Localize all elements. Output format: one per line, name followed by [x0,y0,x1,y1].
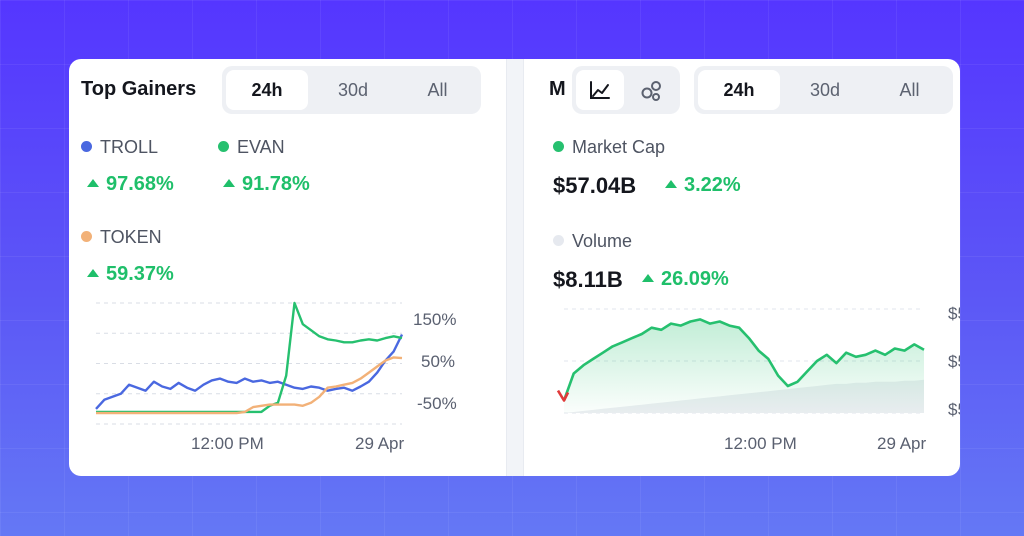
market-cap-area [564,319,924,413]
market-title-clipped: M [549,78,566,100]
y-tick-neg50: -50% [417,394,457,413]
left-tab-all[interactable]: All [427,80,448,100]
series-troll-line [95,333,404,410]
legend-token[interactable]: TOKEN [81,227,162,248]
top-gainers-title: Top Gainers [81,78,197,100]
y-tick-56b: $56B [948,352,960,371]
bubbles-icon [641,81,661,101]
troll-gain: 97.68% [87,173,174,196]
volume-value: $8.11B [553,267,623,292]
volume-dot [553,235,564,246]
x-tick-29apr: 29 Apr [355,434,404,453]
bubble-chart-button[interactable] [628,70,676,110]
series-token-line [96,356,403,415]
y-tick-50: 50% [421,352,455,371]
market-cap-line [562,318,925,401]
x-tick-noon: 12:00 PM [191,434,264,453]
left-timeframe-toggle: 24h 30d All [222,66,481,114]
chart-view-toggle [572,66,680,114]
up-arrow-icon [87,179,99,187]
left-tab-24h[interactable]: 24h [226,70,308,110]
legend-market-cap[interactable]: Market Cap [553,137,665,158]
evan-gain: 91.78% [223,173,310,196]
market-cap-change: 3.22% [665,174,741,197]
right-tab-24h[interactable]: 24h [698,70,780,110]
token-dot [81,231,92,242]
up-arrow-icon [87,269,99,277]
volume-change: 26.09% [642,268,729,291]
x-tick-29apr: 29 Apr [877,434,926,453]
top-gainers-chart: 150% 50% -50% 12:00 PM 29 Apr [95,301,457,453]
token-gain-value: 59.37% [106,263,174,285]
market-cap-chart: $59B $56B $54B 12:00 PM 29 Apr [556,304,960,453]
market-cap-label: Market Cap [572,137,666,157]
market-cap-red-segment [556,389,570,402]
right-timeframe-toggle: 24h 30d All [694,66,953,114]
series-evan-line [96,301,403,414]
line-chart-button[interactable] [576,70,624,110]
evan-dot [218,141,229,152]
y-tick-59b: $59B [948,304,960,323]
x-tick-noon: 12:00 PM [724,434,797,453]
panel-divider [506,59,524,476]
troll-gain-value: 97.68% [106,173,174,195]
dashboard-card: Top Gainers 24h 30d All TROLL 97.68% EVA… [69,59,960,476]
legend-troll-label: TROLL [100,137,159,157]
volume-label: Volume [572,231,633,251]
troll-dot [81,141,92,152]
legend-volume[interactable]: Volume [553,231,632,252]
right-tab-30d[interactable]: 30d [809,80,841,100]
up-arrow-icon [223,179,235,187]
market-cap-value: $57.04B [553,173,637,198]
market-cap-dot [553,141,564,152]
up-arrow-icon [642,274,654,282]
y-tick-150: 150% [413,310,456,329]
legend-evan[interactable]: EVAN [218,137,285,158]
legend-evan-label: EVAN [237,137,285,157]
legend-troll[interactable]: TROLL [81,137,158,158]
right-tab-all[interactable]: All [899,80,920,100]
legend-token-label: TOKEN [100,227,162,247]
token-gain: 59.37% [87,263,174,286]
line-chart-icon [590,81,610,99]
left-tab-30d[interactable]: 30d [337,80,369,100]
y-tick-54b: $54B [948,400,960,419]
up-arrow-icon [665,180,677,188]
evan-gain-value: 91.78% [242,173,310,195]
market-cap-change-value: 3.22% [684,174,741,196]
volume-change-value: 26.09% [661,268,729,290]
